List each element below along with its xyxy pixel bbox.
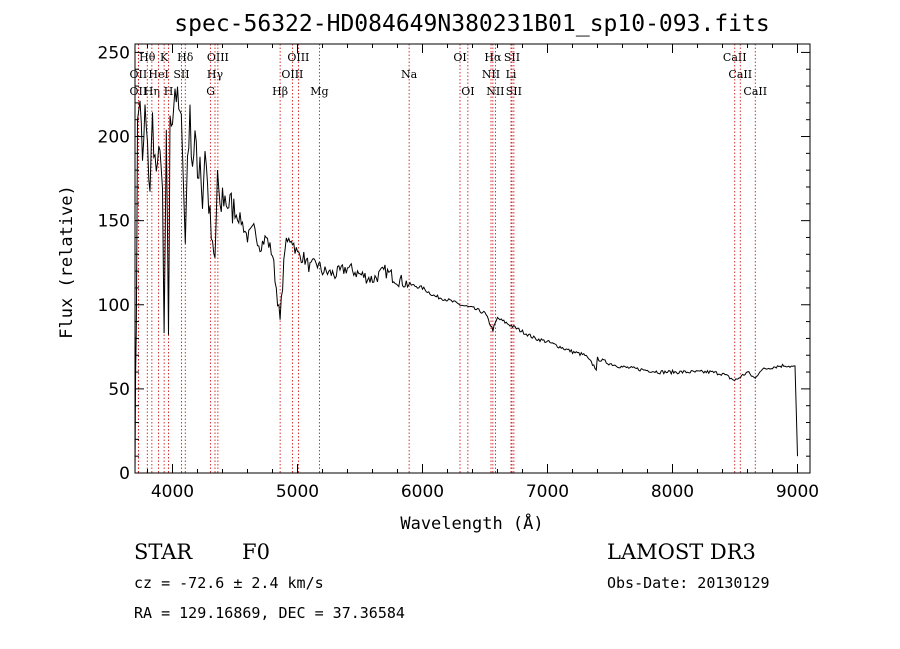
line-marker-label: G	[206, 85, 215, 98]
line-marker-label: SII	[506, 85, 522, 98]
line-marker-label: Hδ	[177, 51, 194, 64]
x-tick-label: 5000	[276, 482, 319, 502]
x-tick-label: 6000	[401, 482, 444, 502]
line-marker-label: OI	[453, 51, 466, 64]
flux-trace	[134, 86, 798, 474]
line-marker-label: OII	[130, 68, 148, 81]
line-marker-label: Hβ	[272, 85, 288, 98]
axis-ticks: 4000 5000 6000 7000 8000 9000 0 50 100 150 200 250	[98, 43, 820, 502]
line-marker-label: Hγ	[207, 68, 224, 81]
y-tick-label: 250	[98, 43, 130, 63]
y-tick-label: 150	[98, 212, 130, 232]
object-class: STAR	[134, 540, 193, 564]
chart-title: spec-56322-HD084649N380231B01_sp10-093.f…	[174, 11, 769, 37]
line-marker-label: OI	[461, 85, 474, 98]
line-marker-label: SII	[173, 68, 189, 81]
ra-dec: RA = 129.16869, DEC = 37.36584	[134, 604, 405, 622]
line-marker-label: Hθ	[139, 51, 156, 64]
line-marker-label: H	[164, 85, 174, 98]
line-marker-label: CaII	[723, 51, 747, 64]
line-marker-label: Hη	[144, 85, 160, 98]
x-axis-label: Wavelength (Å)	[400, 512, 543, 534]
y-tick-label: 50	[108, 380, 130, 400]
line-marker-label: Li	[506, 68, 517, 81]
y-tick-label: 200	[98, 128, 130, 148]
y-tick-label: 0	[119, 464, 130, 484]
line-marker-label: Mg	[310, 85, 328, 98]
x-tick-label: 4000	[151, 482, 194, 502]
line-marker-label: NII	[482, 68, 500, 81]
line-marker-label: OII	[130, 85, 148, 98]
line-marker-label: OIII	[207, 51, 229, 64]
line-marker-label: SII	[504, 51, 520, 64]
line-marker-label: NII	[486, 85, 504, 98]
y-tick-label: 100	[98, 296, 130, 316]
line-marker-label: HeI	[148, 68, 168, 81]
survey-name: LAMOST DR3	[607, 540, 756, 564]
plot-frame	[134, 43, 811, 474]
redshift-cz: cz = -72.6 ± 2.4 km/s	[134, 574, 324, 592]
line-marker-label: OIII	[287, 51, 309, 64]
line-marker-label: OIII	[281, 68, 303, 81]
line-marker-label: CaII	[743, 85, 767, 98]
obs-date: Obs-Date: 20130129	[607, 574, 770, 592]
x-tick-label: 8000	[651, 482, 694, 502]
line-marker-label: Hα	[484, 51, 502, 64]
x-tick-label: 9000	[776, 482, 819, 502]
y-axis-label: Flux (relative)	[57, 185, 77, 339]
line-marker-label: CaII	[728, 68, 752, 81]
x-tick-label: 7000	[526, 482, 569, 502]
line-marker-label: Na	[401, 68, 418, 81]
line-marker-label: K	[160, 51, 169, 64]
object-subclass: F0	[242, 540, 270, 564]
